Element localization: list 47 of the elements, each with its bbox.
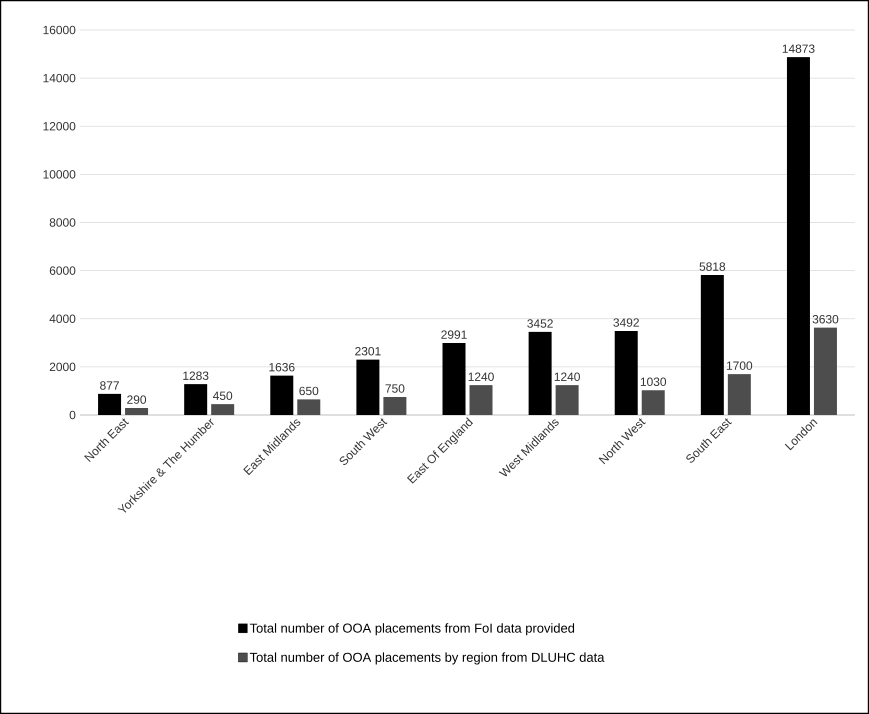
y-tick-label: 10000 bbox=[43, 170, 76, 179]
y-tick-label: 2000 bbox=[50, 362, 76, 372]
data-label: 3630 bbox=[812, 314, 838, 324]
data-label: 1030 bbox=[640, 378, 666, 386]
bar bbox=[642, 390, 665, 415]
bar bbox=[356, 360, 380, 415]
bar bbox=[184, 384, 208, 415]
y-tick-label: 4000 bbox=[50, 314, 76, 323]
bar bbox=[442, 343, 466, 415]
data-label: 650 bbox=[299, 386, 318, 396]
data-label: 877 bbox=[100, 381, 119, 390]
bar bbox=[125, 408, 148, 415]
bar bbox=[297, 399, 320, 415]
y-tick-label: 6000 bbox=[50, 266, 76, 275]
data-label: 2991 bbox=[441, 330, 467, 339]
bar bbox=[700, 274, 724, 415]
data-label: 14873 bbox=[782, 44, 815, 53]
data-label: 1240 bbox=[554, 372, 580, 381]
data-label: 1283 bbox=[183, 371, 208, 380]
data-label: 3492 bbox=[613, 318, 639, 327]
bar bbox=[270, 376, 294, 415]
bar bbox=[614, 330, 638, 415]
bar bbox=[728, 374, 751, 415]
bar bbox=[98, 394, 122, 415]
data-label: 1240 bbox=[468, 372, 494, 381]
bar bbox=[556, 385, 579, 415]
y-tick-label: 16000 bbox=[43, 26, 76, 34]
bar bbox=[470, 385, 493, 415]
bar bbox=[211, 404, 234, 415]
y-tick-label: 8000 bbox=[50, 218, 76, 227]
y-tick-label: 12000 bbox=[43, 122, 76, 130]
y-tick-label: 0 bbox=[70, 410, 76, 420]
data-label: 450 bbox=[212, 392, 232, 400]
data-label: 5818 bbox=[700, 262, 726, 271]
legend-label: Total number of OOA placements from FoI data provided bbox=[250, 623, 574, 636]
bar bbox=[383, 396, 406, 415]
data-label: 3452 bbox=[527, 319, 553, 328]
bar bbox=[528, 332, 552, 415]
bar bbox=[814, 328, 837, 415]
data-label: 1700 bbox=[726, 361, 752, 370]
data-label: 2301 bbox=[355, 346, 381, 356]
data-label: 750 bbox=[386, 384, 404, 393]
y-tick-label: 14000 bbox=[43, 74, 76, 82]
legend-label: Total number of OOA placements by region from DLUHC data bbox=[250, 652, 604, 664]
data-label: 290 bbox=[127, 395, 146, 404]
data-label: 1636 bbox=[269, 362, 295, 372]
bar bbox=[786, 57, 810, 415]
